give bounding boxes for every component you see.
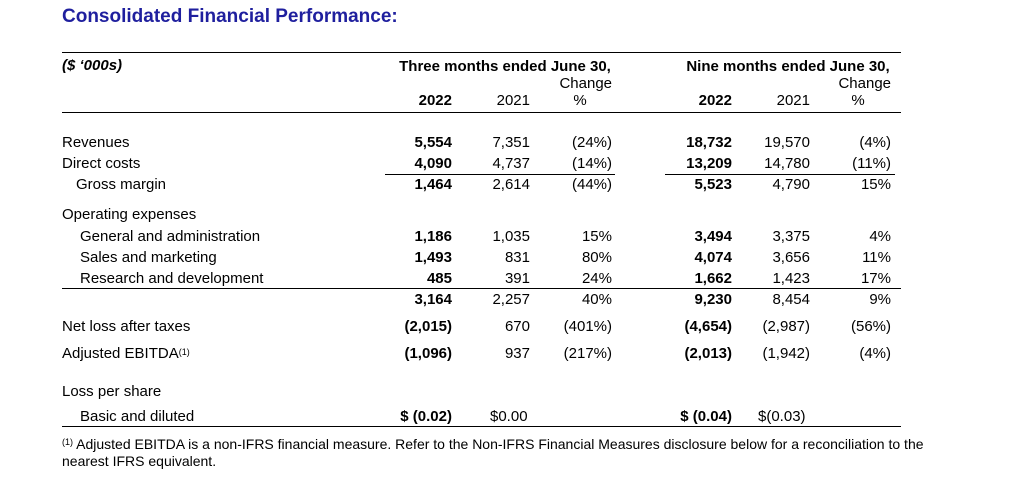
direct-costs-rule-nine	[665, 174, 895, 175]
cell-n2022: 18,732	[686, 134, 732, 151]
cell-nchange: 9%	[869, 291, 891, 308]
change-label-three: Change	[559, 75, 612, 92]
cell-q2021: 391	[504, 270, 530, 287]
cell-q2021: 7,351	[492, 134, 530, 151]
row-label: Net loss after taxes	[62, 318, 191, 335]
cell-nchange: (4%)	[859, 134, 891, 151]
cell-q2022: $ (0.02)	[400, 408, 452, 425]
cell-n2021: 3,656	[772, 249, 810, 266]
pct-label-nine: %	[851, 92, 865, 109]
cell-q2021: 2,614	[492, 176, 530, 193]
footnote-mark: (1)	[62, 437, 73, 447]
cell-nchange: 15%	[860, 176, 891, 193]
year-2021-three: 2021	[496, 92, 530, 109]
cell-n2021: 14,780	[764, 155, 810, 172]
direct-costs-rule	[385, 174, 615, 175]
page-title: Consolidated Financial Performance:	[62, 6, 398, 27]
header-top-rule	[62, 52, 901, 53]
cell-qchange: 24%	[581, 270, 612, 287]
period-nine-months: Nine months ended June 30,	[686, 58, 890, 75]
year-2022-three: 2022	[418, 92, 452, 109]
cell-n2022: $ (0.04)	[680, 408, 732, 425]
row-label: Adjusted EBITDA(1)	[62, 345, 190, 363]
cell-n2022: 13,209	[686, 155, 732, 172]
row-label: Research and development	[80, 270, 264, 287]
row-label: Sales and marketing	[80, 249, 217, 266]
cell-q2022: 5,554	[414, 134, 452, 151]
cell-qchange: 15%	[581, 228, 612, 245]
table-bottom-rule	[62, 426, 901, 427]
ebitda-label: Adjusted EBITDA	[62, 345, 179, 362]
cell-qchange: (217%)	[563, 345, 612, 362]
row-label: Revenues	[62, 134, 130, 151]
cell-n2021: 8,454	[772, 291, 810, 308]
cell-n2021: 1,423	[772, 270, 810, 287]
cell-q2022: 1,493	[414, 249, 452, 266]
cell-nchange: (4%)	[859, 345, 891, 362]
cell-q2022: 485	[426, 270, 452, 287]
cell-q2022: 1,464	[414, 176, 452, 193]
footnote-ref: (1)	[178, 347, 190, 357]
row-label: Gross margin	[76, 176, 167, 193]
header-bottom-rule	[62, 112, 901, 113]
cell-q2021: 2,257	[492, 291, 530, 308]
cell-q2022: 3,164	[414, 291, 452, 308]
cell-n2022: 4,074	[694, 249, 732, 266]
cell-n2021: 3,375	[772, 228, 810, 245]
cell-nchange: (56%)	[850, 318, 891, 335]
cell-n2021: 19,570	[764, 134, 810, 151]
cell-n2022: (4,654)	[684, 318, 732, 335]
cell-nchange: 17%	[860, 270, 891, 287]
cell-qchange: (24%)	[571, 134, 612, 151]
year-2021-nine: 2021	[776, 92, 810, 109]
pct-label-three: %	[573, 92, 587, 109]
cell-q2022: 1,186	[414, 228, 452, 245]
cell-qchange: 80%	[581, 249, 612, 266]
cell-q2022: 4,090	[414, 155, 452, 172]
row-label: Direct costs	[62, 155, 141, 172]
change-label-nine: Change	[838, 75, 891, 92]
cell-qchange: (14%)	[571, 155, 612, 172]
section-operating-expenses: Operating expenses	[62, 206, 197, 223]
cell-qchange: (401%)	[563, 318, 612, 335]
cell-n2021: (1,942)	[762, 345, 810, 362]
row-label: Basic and diluted	[80, 408, 195, 425]
cell-q2021: $0.00	[490, 408, 528, 425]
row-label: General and administration	[80, 228, 261, 245]
cell-qchange: 40%	[581, 291, 612, 308]
cell-q2022: (1,096)	[404, 345, 452, 362]
cell-n2021: $(0.03)	[758, 408, 806, 425]
cell-n2022: (2,013)	[684, 345, 732, 362]
year-2022-nine: 2022	[698, 92, 732, 109]
cell-q2021: 1,035	[492, 228, 530, 245]
cell-nchange: 4%	[869, 228, 891, 245]
section-loss-per-share: Loss per share	[62, 383, 162, 400]
cell-q2021: 4,737	[492, 155, 530, 172]
cell-q2021: 937	[504, 345, 530, 362]
cell-n2021: 4,790	[772, 176, 810, 193]
cell-n2022: 1,662	[694, 270, 732, 287]
cell-q2021: 670	[504, 318, 530, 335]
cell-qchange: (44%)	[571, 176, 612, 193]
footnote: (1) Adjusted EBITDA is a non-IFRS financ…	[62, 436, 962, 470]
cell-n2022: 3,494	[694, 228, 732, 245]
opex-subtotal-rule	[62, 288, 901, 289]
period-three-months: Three months ended June 30,	[399, 58, 611, 75]
cell-q2022: (2,015)	[404, 318, 452, 335]
cell-n2021: (2,987)	[762, 318, 810, 335]
cell-n2022: 5,523	[694, 176, 732, 193]
cell-q2021: 831	[504, 249, 530, 266]
units-label: ($ ‘000s)	[62, 57, 123, 74]
cell-nchange: 11%	[862, 249, 891, 266]
cell-n2022: 9,230	[694, 291, 732, 308]
cell-nchange: (11%)	[852, 155, 891, 172]
footnote-text: Adjusted EBITDA is a non-IFRS financial …	[62, 436, 924, 469]
